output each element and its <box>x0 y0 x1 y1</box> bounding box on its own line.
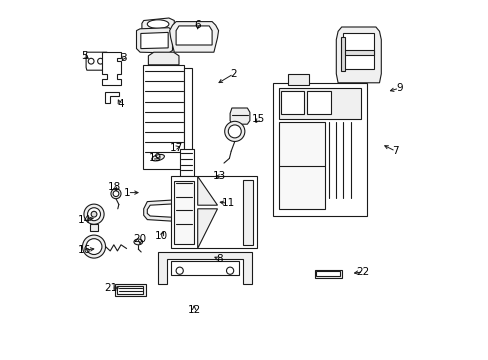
Ellipse shape <box>151 154 164 161</box>
Circle shape <box>87 208 101 221</box>
Text: 19: 19 <box>149 153 162 163</box>
Circle shape <box>111 189 121 199</box>
Text: 5: 5 <box>81 51 87 61</box>
Text: 16: 16 <box>78 245 91 255</box>
Polygon shape <box>104 92 119 103</box>
Bar <box>287 74 309 85</box>
Circle shape <box>228 125 241 138</box>
Circle shape <box>98 58 103 64</box>
Bar <box>179 149 194 184</box>
Circle shape <box>287 131 316 160</box>
Circle shape <box>91 211 97 217</box>
Text: 14: 14 <box>78 215 91 225</box>
Bar <box>142 65 184 169</box>
Bar <box>278 122 325 209</box>
Bar <box>316 271 339 276</box>
Bar <box>242 180 253 245</box>
Circle shape <box>82 235 105 258</box>
Bar <box>280 91 303 114</box>
Polygon shape <box>143 200 185 221</box>
Bar <box>273 83 366 216</box>
Polygon shape <box>176 26 212 45</box>
Text: 15: 15 <box>252 114 265 124</box>
Text: 18: 18 <box>108 182 122 192</box>
Polygon shape <box>102 52 121 85</box>
Text: 6: 6 <box>194 20 201 30</box>
Bar <box>314 270 341 278</box>
Text: 8: 8 <box>216 254 222 264</box>
Bar <box>117 286 143 294</box>
Text: 11: 11 <box>221 198 234 208</box>
Polygon shape <box>141 32 168 49</box>
Text: 4: 4 <box>117 99 123 109</box>
Bar <box>307 91 330 114</box>
Circle shape <box>113 191 119 197</box>
Bar <box>170 261 239 275</box>
Circle shape <box>224 121 244 141</box>
Ellipse shape <box>134 239 142 245</box>
Bar <box>174 181 194 244</box>
Bar <box>340 37 345 71</box>
Text: 13: 13 <box>212 171 225 181</box>
Polygon shape <box>230 108 249 124</box>
Text: 22: 22 <box>356 267 369 277</box>
Text: 17: 17 <box>169 143 183 153</box>
Bar <box>278 88 361 119</box>
Text: 3: 3 <box>121 53 127 63</box>
Polygon shape <box>148 52 179 65</box>
Circle shape <box>176 267 183 274</box>
Bar <box>115 284 145 296</box>
Text: 12: 12 <box>187 305 200 315</box>
Polygon shape <box>147 204 179 217</box>
Bar <box>343 33 373 69</box>
Polygon shape <box>86 52 107 70</box>
Bar <box>184 68 192 166</box>
Text: 21: 21 <box>104 283 118 293</box>
Polygon shape <box>142 18 174 32</box>
Circle shape <box>86 239 102 255</box>
Ellipse shape <box>147 20 168 28</box>
Bar <box>170 176 257 248</box>
Circle shape <box>226 267 233 274</box>
Circle shape <box>88 58 94 64</box>
Text: 2: 2 <box>230 69 237 79</box>
Text: 1: 1 <box>124 188 131 198</box>
Circle shape <box>84 204 104 224</box>
Polygon shape <box>169 22 218 52</box>
Polygon shape <box>136 28 172 53</box>
Polygon shape <box>197 176 217 205</box>
Polygon shape <box>158 252 251 284</box>
Bar <box>89 224 98 231</box>
Text: 20: 20 <box>133 234 146 244</box>
Text: 7: 7 <box>391 146 398 156</box>
Text: 9: 9 <box>395 83 402 93</box>
Text: 10: 10 <box>155 231 168 241</box>
Bar <box>343 50 373 55</box>
Polygon shape <box>336 27 381 83</box>
Polygon shape <box>197 209 217 248</box>
